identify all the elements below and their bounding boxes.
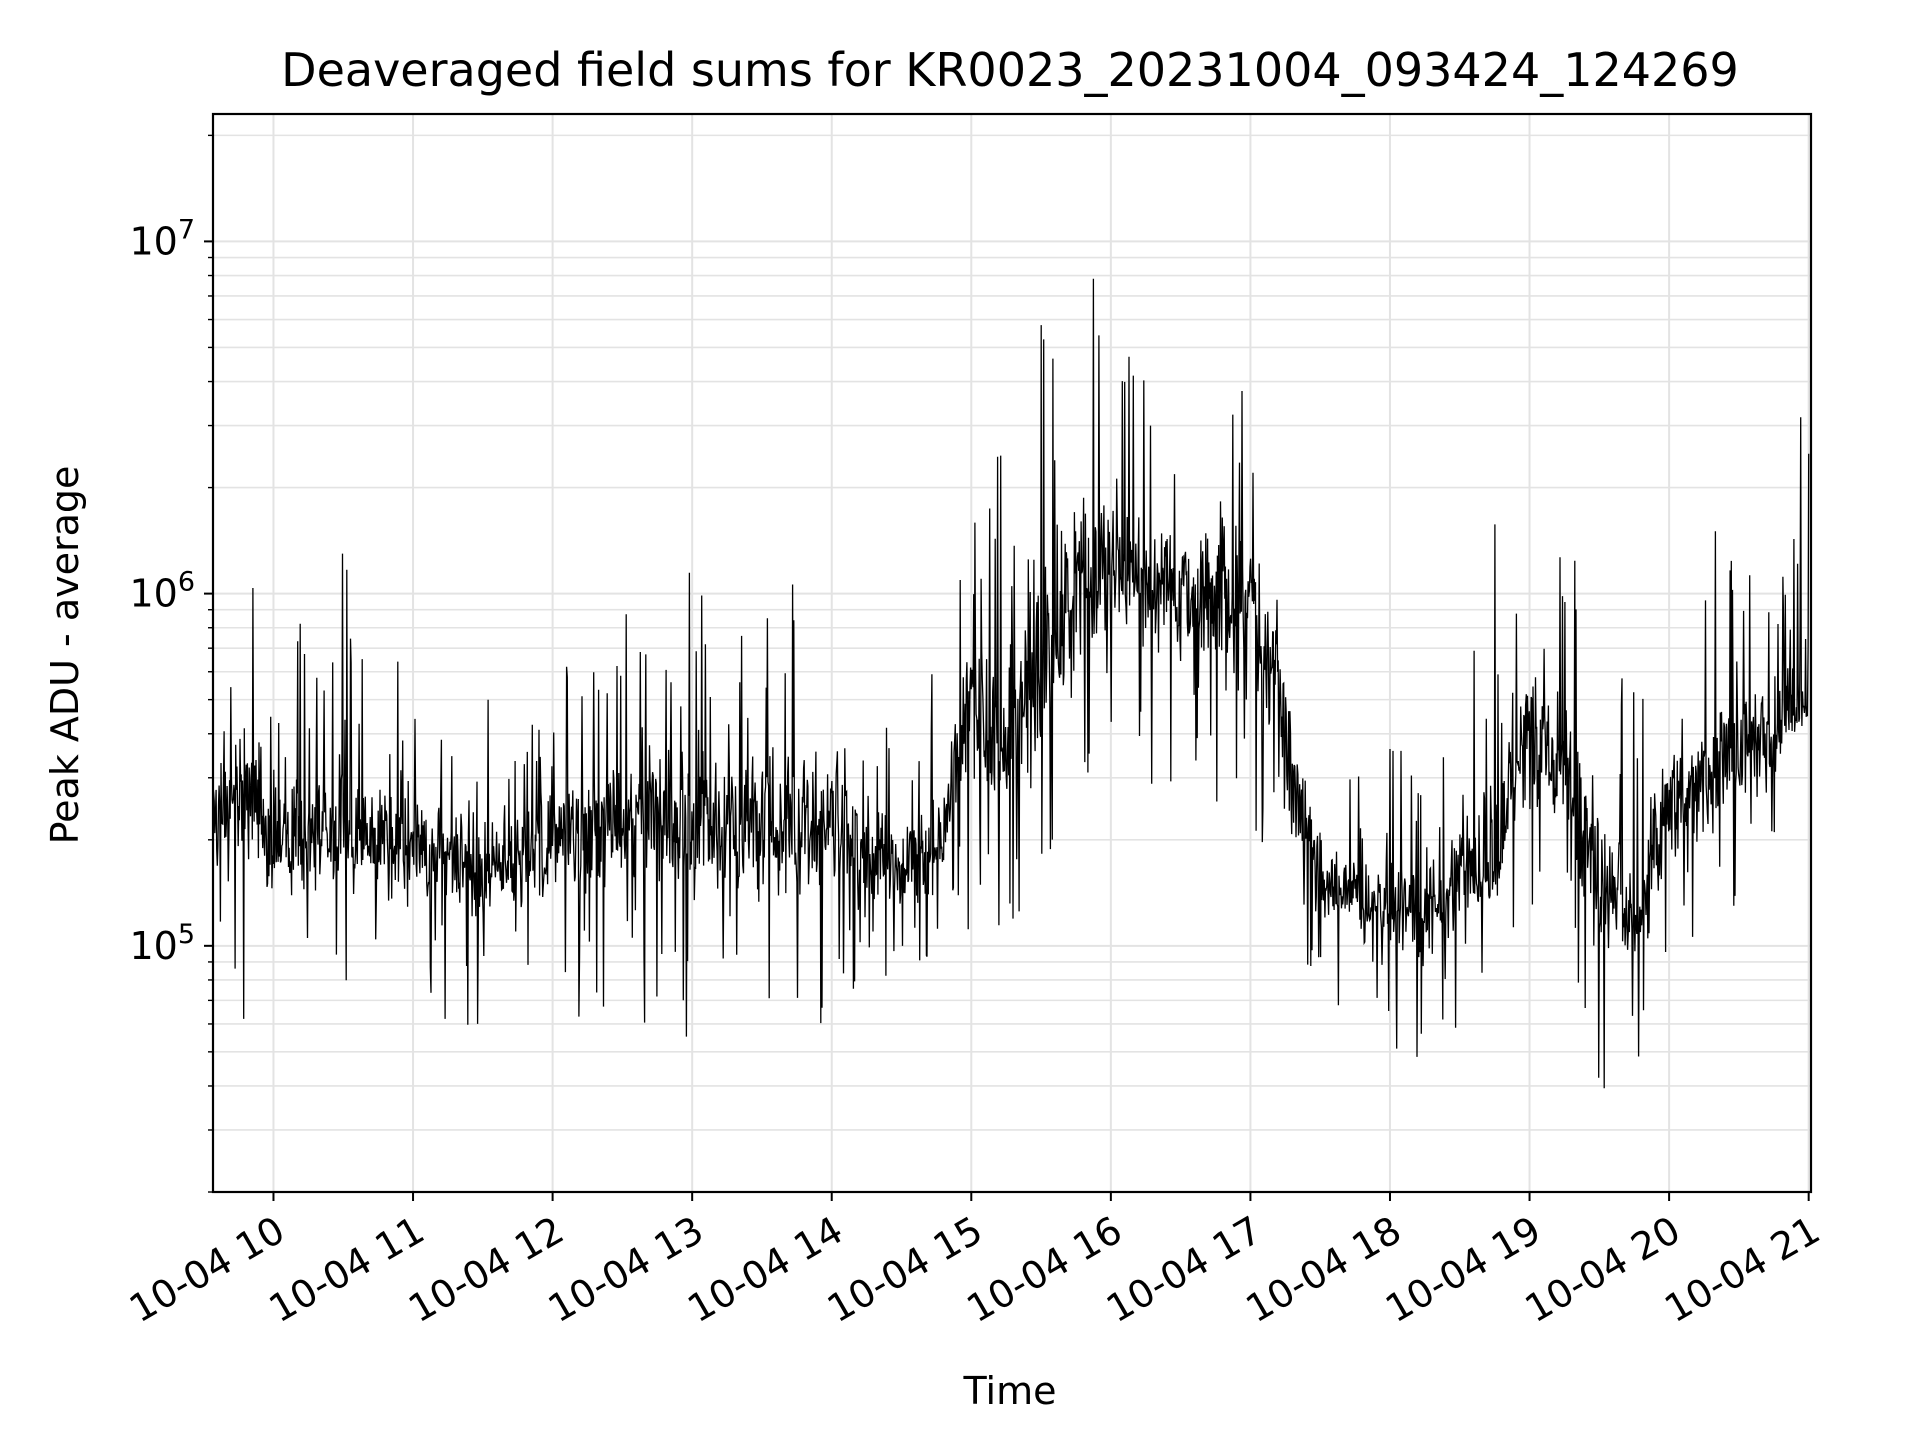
series-line	[212, 278, 1810, 1089]
plot-area-frame	[211, 112, 1813, 1194]
y-axis-label: Peak ADU - average	[43, 466, 87, 845]
y-tick-label: 106	[129, 567, 195, 616]
x-axis-label: Time	[963, 1369, 1057, 1413]
series-line-group	[212, 278, 1810, 1089]
chart-title: Deaveraged field sums for KR0023_2023100…	[281, 43, 1739, 97]
y-tick-label: 107	[129, 214, 195, 263]
grid-lines	[213, 114, 1811, 1193]
y-tick-label: 105	[129, 919, 195, 968]
